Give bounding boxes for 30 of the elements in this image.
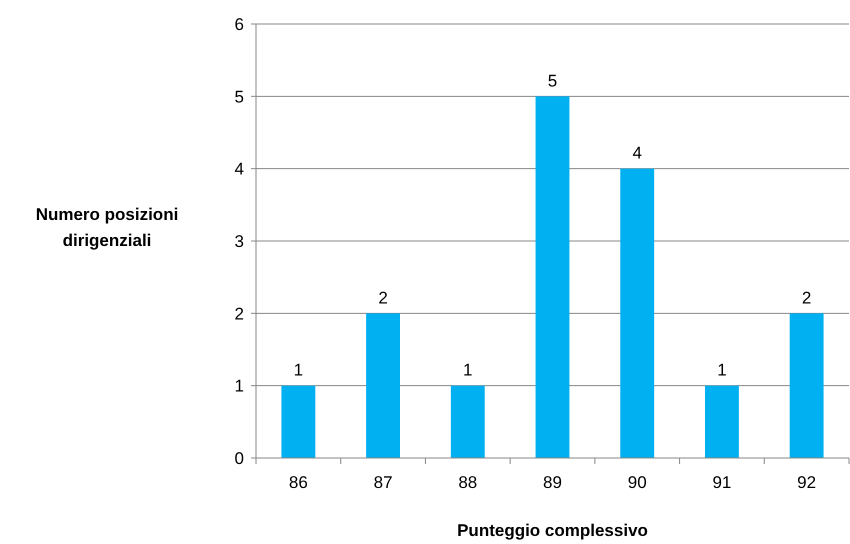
y-tick-label: 1 xyxy=(234,376,244,396)
data-label: 2 xyxy=(802,288,812,308)
x-tick-label: 90 xyxy=(628,473,647,492)
x-axis-title: Punteggio complessivo xyxy=(457,521,648,540)
bar xyxy=(704,386,739,458)
y-tick-label: 6 xyxy=(234,14,244,34)
y-axis-title: Numero posizioni dirigenziali xyxy=(36,205,178,250)
x-tick-label: 92 xyxy=(797,473,816,492)
data-label: 4 xyxy=(632,144,642,163)
x-tick-label: 89 xyxy=(543,473,562,492)
bar xyxy=(281,386,316,458)
x-tick-label: 91 xyxy=(712,473,732,492)
bar xyxy=(366,313,400,458)
data-label: 1 xyxy=(294,360,304,380)
bar xyxy=(620,168,654,458)
x-tick-label: 86 xyxy=(288,473,308,492)
y-tick-label: 3 xyxy=(234,232,244,251)
y-tick-label: 4 xyxy=(234,160,244,179)
y-tick-label: 0 xyxy=(234,448,244,468)
y-tick-label: 2 xyxy=(234,304,244,324)
bar xyxy=(450,386,485,458)
data-label: 1 xyxy=(463,360,473,380)
x-tick-label: 87 xyxy=(374,473,393,492)
data-label: 2 xyxy=(378,288,388,308)
bar xyxy=(536,96,570,458)
data-label: 1 xyxy=(717,360,727,380)
bar xyxy=(790,313,824,458)
x-tick-label: 88 xyxy=(458,473,478,492)
y-tick-label: 5 xyxy=(234,87,244,106)
data-label: 5 xyxy=(548,71,558,90)
